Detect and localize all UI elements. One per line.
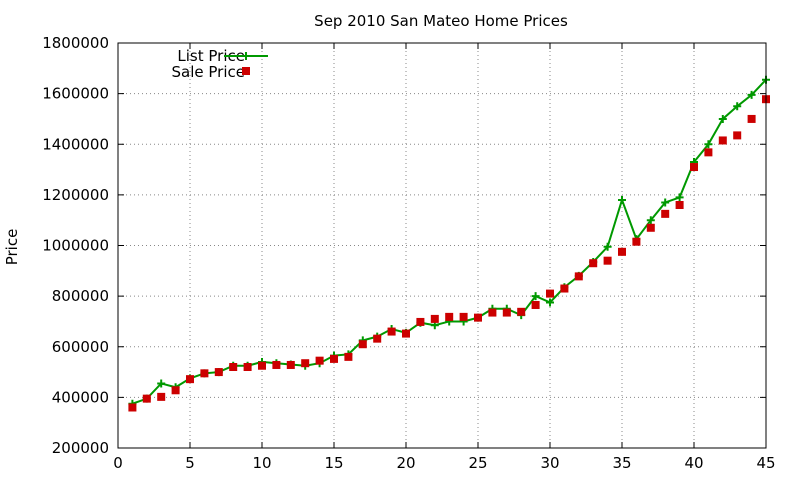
sale-price-point	[733, 131, 742, 140]
y-tick-label: 1000000	[42, 237, 109, 255]
list-price-point	[718, 114, 727, 123]
x-tick-label: 45	[756, 454, 775, 472]
grid-lines	[118, 43, 766, 448]
sale-price-point	[589, 259, 598, 268]
sale-price-point	[675, 201, 684, 209]
x-tick-label: 20	[396, 454, 415, 472]
y-tick-label: 1800000	[42, 34, 109, 52]
sale-price-series	[128, 95, 770, 412]
list-price-point	[531, 292, 540, 301]
sale-price-point	[142, 394, 151, 403]
axis-ticks: 0 5 10 15 20 25 30 35 40 45 200000 400000 600000 8000…	[42, 34, 775, 472]
list-price-point	[618, 195, 626, 204]
sale-price-point	[531, 300, 540, 309]
legend-label-sale-price: Sale Price	[172, 63, 245, 81]
sale-price-point	[574, 272, 583, 281]
sale-price-point	[747, 114, 756, 123]
sale-price-point	[301, 359, 310, 368]
y-tick-label: 600000	[52, 338, 109, 356]
sale-price-point	[186, 375, 194, 384]
list-price-point	[747, 90, 756, 99]
sale-price-point	[718, 136, 727, 145]
x-tick-label: 35	[612, 454, 631, 472]
x-tick-label: 30	[540, 454, 559, 472]
sale-price-point	[344, 352, 353, 361]
sale-price-point	[517, 307, 526, 316]
sale-price-point	[373, 334, 382, 343]
legend-marker-list-price	[242, 52, 250, 60]
x-tick-label: 40	[684, 454, 703, 472]
legend-marker-sale-price	[242, 67, 250, 75]
y-tick-label: 1400000	[42, 135, 109, 153]
sale-price-point	[128, 403, 137, 412]
sale-price-point	[229, 363, 238, 371]
list-price-point	[603, 242, 612, 251]
y-tick-label: 1200000	[42, 186, 109, 204]
sale-price-point	[646, 223, 655, 232]
sale-price-point	[157, 392, 166, 401]
sale-price-point	[704, 148, 713, 157]
sale-price-point	[200, 369, 209, 378]
sale-price-point	[272, 360, 281, 369]
list-price-point	[546, 298, 554, 307]
list-price-point	[733, 102, 742, 111]
sale-price-point	[387, 327, 396, 336]
sale-price-point	[618, 247, 626, 256]
sale-price-point	[330, 354, 338, 363]
y-axis-label: Price	[3, 229, 21, 266]
sale-price-point	[474, 313, 482, 322]
sale-price-point	[214, 368, 223, 377]
list-price-point	[157, 379, 166, 388]
sale-price-point	[603, 256, 612, 265]
sale-price-point	[430, 314, 439, 323]
sale-price-point	[258, 361, 266, 370]
sale-price-point	[661, 209, 670, 218]
sale-price-point	[358, 340, 367, 349]
list-price-series	[128, 75, 770, 408]
y-tick-label: 1600000	[42, 85, 109, 103]
x-tick-label: 5	[185, 454, 195, 472]
x-tick-label: 15	[324, 454, 343, 472]
sale-price-point	[459, 312, 468, 321]
y-tick-label: 200000	[52, 439, 109, 457]
sale-price-point	[416, 317, 425, 326]
x-tick-label: 0	[113, 454, 123, 472]
sale-price-point	[171, 386, 180, 395]
sale-price-point	[286, 360, 295, 369]
list-price-point	[704, 140, 713, 149]
y-tick-label: 800000	[52, 287, 109, 305]
x-tick-label: 25	[468, 454, 487, 472]
legend-label-list-price: List Price	[177, 47, 245, 65]
list-price-line	[132, 79, 767, 405]
sale-price-point	[402, 329, 410, 338]
sale-price-point	[502, 308, 511, 317]
y-tick-label: 400000	[52, 388, 109, 406]
chart-title: Sep 2010 San Mateo Home Prices	[314, 12, 568, 30]
sale-price-point	[546, 289, 554, 298]
sale-price-point	[315, 356, 324, 365]
list-price-point	[675, 193, 684, 202]
sale-price-point	[690, 163, 698, 172]
list-price-point	[661, 198, 670, 207]
sale-price-point	[243, 363, 252, 371]
sale-price-point	[488, 308, 497, 317]
sale-price-point	[445, 312, 454, 321]
x-tick-label: 10	[252, 454, 271, 472]
list-price-point	[646, 216, 655, 225]
sale-price-point	[560, 284, 569, 293]
sale-price-point	[632, 237, 641, 246]
